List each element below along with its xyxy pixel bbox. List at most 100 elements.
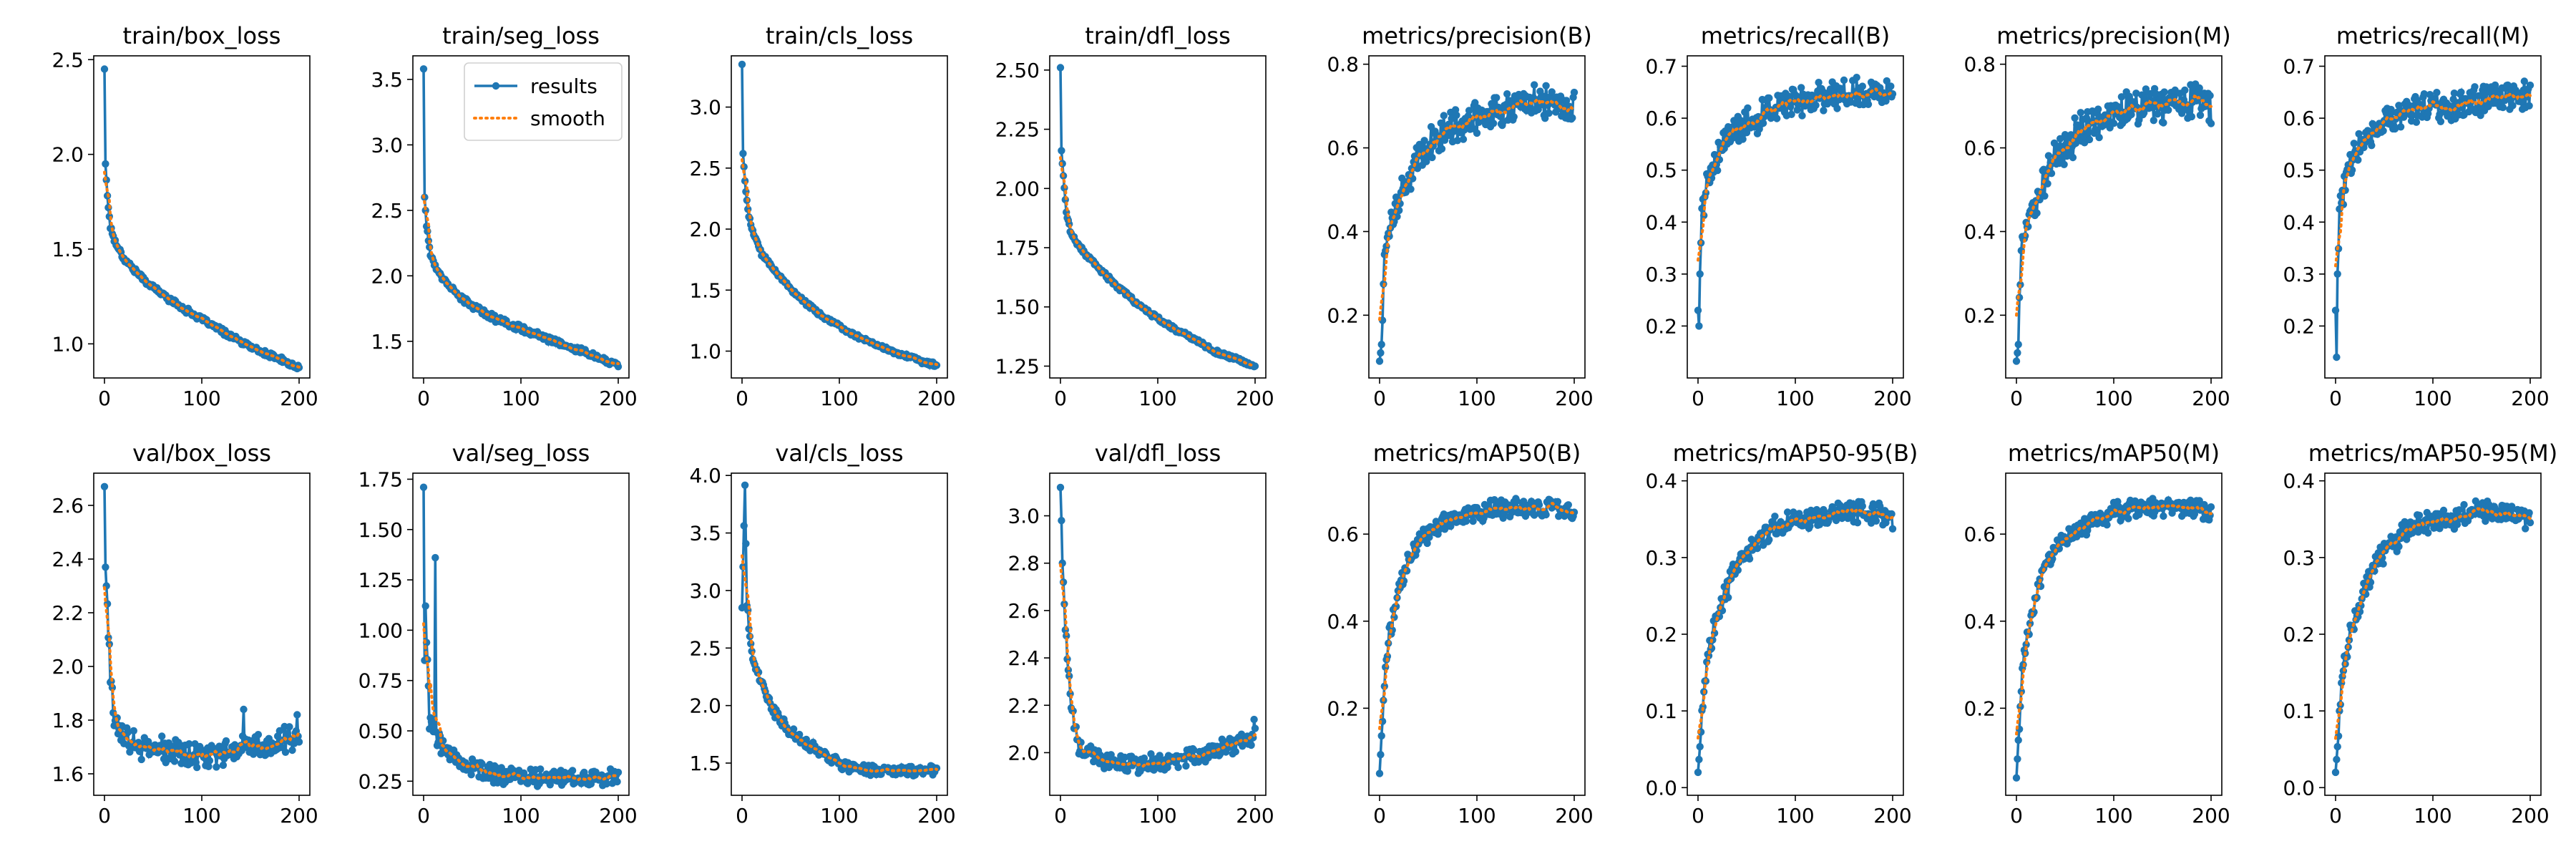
results-point <box>2350 140 2358 147</box>
results-point <box>2017 687 2025 696</box>
results-point <box>1375 770 1384 777</box>
x-tick-label: 200 <box>1873 804 1911 828</box>
y-tick-label: 0.25 <box>358 770 403 793</box>
results-point <box>1440 112 1448 120</box>
results-line <box>1697 499 1894 773</box>
y-tick-label: 0.1 <box>1645 699 1677 723</box>
results-point <box>1251 724 1259 732</box>
results-point <box>1465 107 1473 115</box>
y-tick-label: 0.5 <box>2283 159 2315 183</box>
results-point <box>1777 518 1785 526</box>
results-point <box>2509 102 2517 110</box>
x-tick-label: 0 <box>1692 804 1704 828</box>
results-point <box>2067 131 2075 139</box>
results-point <box>1453 111 1460 120</box>
results-point <box>419 65 428 73</box>
results-point <box>1531 511 1538 519</box>
results-line <box>2334 500 2532 773</box>
results-point <box>1745 555 1754 563</box>
results-point <box>1815 79 1823 87</box>
results-point <box>1872 517 1880 525</box>
results-point <box>1696 742 1704 751</box>
results-point <box>2092 125 2099 133</box>
subplot-title: val/seg_loss <box>452 440 590 467</box>
results-point <box>1876 503 1884 510</box>
axes-frame <box>1049 55 1267 379</box>
y-tick-label: 0.7 <box>1645 55 1677 79</box>
results-line <box>1059 487 1257 777</box>
results-point <box>1765 535 1773 544</box>
x-tick-label: 0 <box>736 804 748 828</box>
results-point <box>1123 767 1132 775</box>
results-point <box>1564 501 1572 509</box>
results-point <box>2499 103 2507 112</box>
results-point <box>1744 104 1752 112</box>
subplot-title: metrics/mAP50-95(M) <box>2308 440 2557 467</box>
results-point <box>137 755 145 764</box>
results-point <box>295 738 303 746</box>
x-tick-label: 100 <box>1138 387 1176 410</box>
results-point <box>1714 166 1722 175</box>
y-tick-label: 1.0 <box>52 332 84 356</box>
results-line <box>2015 495 2212 778</box>
results-point <box>2391 125 2399 133</box>
y-tick-label: 0.75 <box>358 669 403 693</box>
subplot-14: metrics/mAP50(M) 0 100 200 0.2 0.4 0.6 <box>1963 440 2230 828</box>
y-tick-label: 4.0 <box>689 464 721 487</box>
results-point <box>2207 120 2215 127</box>
results-point <box>1787 110 1795 118</box>
results-point <box>222 737 230 745</box>
results-point <box>1853 519 1862 527</box>
results-point <box>1058 147 1065 155</box>
y-tick-label: 2.25 <box>995 118 1040 142</box>
y-tick-label: 2.5 <box>689 157 721 180</box>
results-point <box>1247 741 1255 749</box>
y-tick-label: 2.0 <box>689 218 721 241</box>
x-tick-label: 200 <box>917 387 955 410</box>
x-tick-label: 200 <box>1236 387 1274 410</box>
results-point <box>1553 498 1562 505</box>
legend-smooth-label: smooth <box>530 107 605 130</box>
axes-frame <box>2005 472 2223 796</box>
smooth-line <box>1378 502 1576 730</box>
x-tick-label: 0 <box>417 387 430 410</box>
results-point <box>2127 110 2135 119</box>
results-point <box>2014 349 2021 357</box>
y-tick-label: 2.6 <box>52 494 84 518</box>
results-point <box>2012 357 2021 365</box>
results-point <box>2207 503 2215 511</box>
y-tick-label: 1.25 <box>358 568 403 592</box>
x-tick-label: 0 <box>1692 387 1704 410</box>
results-point <box>739 150 747 157</box>
results-point <box>2508 503 2516 510</box>
results-point <box>2033 209 2041 217</box>
y-tick-label: 0.4 <box>1645 210 1677 234</box>
subplot-title: val/cls_loss <box>775 440 903 467</box>
y-tick-label: 0.6 <box>1645 107 1677 130</box>
y-tick-label: 0.3 <box>2283 546 2315 570</box>
series-group <box>738 481 941 780</box>
y-tick-label: 2.6 <box>1008 599 1040 623</box>
x-tick-label: 100 <box>1458 387 1496 410</box>
x-tick-label: 100 <box>2094 387 2132 410</box>
results-point <box>2354 156 2362 164</box>
results-point <box>2071 114 2079 122</box>
results-point <box>478 759 486 768</box>
results-point <box>2409 111 2416 120</box>
results-point <box>1473 129 1481 137</box>
results-point <box>1387 208 1395 216</box>
results-point <box>2396 123 2405 131</box>
results-point <box>614 768 623 777</box>
results-point <box>1864 100 1873 108</box>
subplot-9: val/seg_loss 0 100 200 0.25 0.50 0.75 1.00 1.25 1… <box>358 440 638 828</box>
results-line <box>103 486 301 768</box>
subplot-title: metrics/recall(M) <box>2336 22 2529 49</box>
results-point <box>419 483 428 491</box>
results-point <box>546 781 554 789</box>
subplot-12: metrics/mAP50(B) 0 100 200 0.2 0.4 0.6 <box>1327 440 1593 828</box>
y-tick-label: 0.1 <box>2283 699 2315 723</box>
smooth-line <box>1697 508 1894 739</box>
y-tick-label: 0.4 <box>1645 470 1677 493</box>
y-tick-label: 2.5 <box>52 48 84 72</box>
smooth-line <box>422 622 620 782</box>
